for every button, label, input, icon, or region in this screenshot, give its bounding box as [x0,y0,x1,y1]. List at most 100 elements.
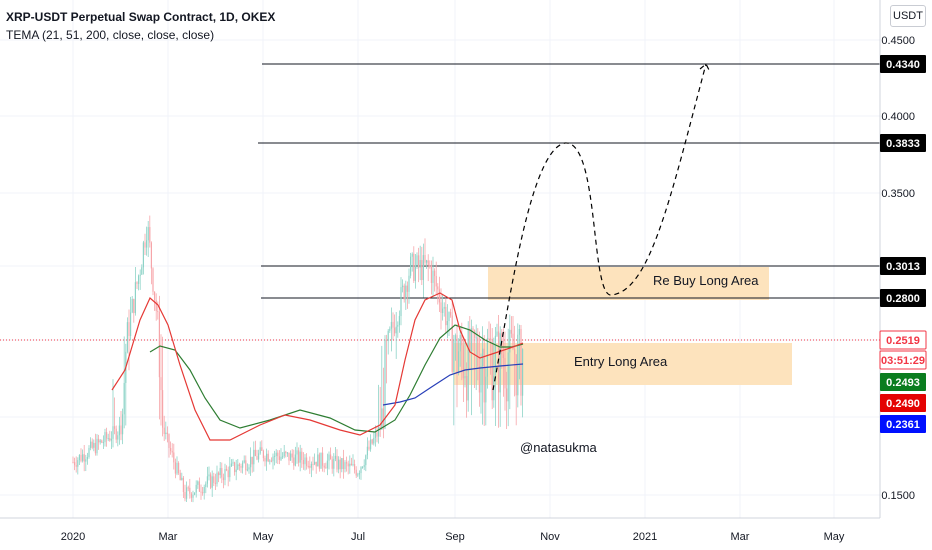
candle-body [435,276,437,287]
candle-body [296,450,298,455]
candle-body [486,338,488,377]
candle-body [141,267,143,275]
candle-body [499,333,501,393]
candle-body [326,460,328,469]
candle-body [149,227,151,243]
candle-body [350,463,352,466]
candle-body [114,426,116,429]
candle-body [304,457,306,465]
candle-body [138,275,140,284]
candle-body [518,328,520,335]
candle-body [112,426,114,439]
x-tick-label: May [253,531,274,543]
candle-body [85,459,87,462]
candle-body [446,321,448,326]
candle-body [94,442,96,454]
candle-body [136,282,138,284]
candle-body [357,474,359,476]
candle-body [386,339,388,341]
candle-body [240,466,242,468]
candle-body [274,455,276,457]
y-tick-label: 0.4500 [881,35,915,47]
candle-body [203,487,205,494]
candle-body [166,432,168,435]
candle-body [254,449,256,457]
candle-body [96,438,98,454]
candle-body [88,447,90,458]
candle-body [206,476,208,484]
price-tag-text: 0.3833 [886,138,920,150]
candle-body [192,494,194,498]
candle-body [134,282,136,314]
candle-body [496,331,498,336]
price-tag-box [879,350,927,370]
candle-body [235,469,237,473]
price-tag-box [880,394,926,412]
candle-body [139,274,141,276]
candle-body [190,493,192,498]
candle-body [406,285,408,292]
candle-body [214,482,216,484]
candle-body [222,477,224,481]
candle-body [437,286,439,290]
candle-body [363,465,365,467]
candle-body [216,472,218,484]
candle-body [429,265,431,267]
candle-body [198,481,200,492]
price-tag-box [880,257,926,275]
candle-body [238,464,240,467]
candle-body [99,440,101,443]
x-tick-label: 2021 [633,531,657,543]
candle-body [283,451,285,457]
candle-body [515,354,517,396]
candle-body [424,255,426,263]
candle-body [445,306,447,326]
candle-body [117,435,119,440]
candle-body [256,456,258,460]
candle-body [170,448,172,451]
candle-body [146,240,148,248]
price-tags: 0.4340 0.3833 0.3013 0.2800 0.2519 03:51:29 0.… [879,55,927,433]
price-tag-text: 0.2800 [886,293,920,305]
candle-body [341,458,343,470]
candle-body [483,348,485,403]
candle-body [301,451,303,461]
price-tag-box [879,330,927,350]
entry-zone-label: Entry Long Area [574,354,668,369]
candle-body [131,299,133,313]
candle-body [195,484,197,493]
price-tag-box [880,55,926,73]
candle-body [458,351,460,373]
candle-body [384,339,386,429]
candle-body [253,449,255,465]
candle-body [453,340,455,372]
candle-body [390,321,392,329]
candle-body [259,447,261,454]
candle-body [475,337,477,339]
candle-body [155,300,157,312]
candle-body [366,446,368,456]
candle-body [130,312,132,336]
price-tag-box [880,373,926,391]
candle-body [344,462,346,470]
candle-body [189,487,191,494]
price-tag-text: 0.4340 [886,59,920,71]
currency-unit-button[interactable]: USDT [890,5,926,27]
candle-body [397,325,399,327]
candle-body [387,330,389,341]
candle-body [280,456,282,460]
candle-body [522,349,524,396]
candle-body [459,334,461,352]
candle-body [402,285,404,288]
candle-body [178,462,180,473]
candle-body [334,455,336,459]
candle-body [106,432,108,439]
candle-body [230,463,232,467]
candle-body [115,428,117,440]
candle-body [227,470,229,478]
zones-layer [454,267,792,385]
candle-body [168,434,170,449]
candle-body [285,451,287,453]
candle-body [448,311,450,322]
